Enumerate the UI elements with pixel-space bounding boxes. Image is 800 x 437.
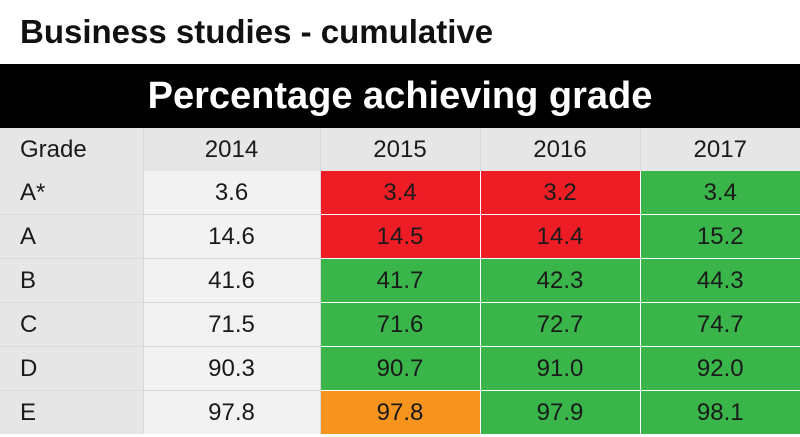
table-row: D 90.3 90.7 91.0 92.0 [0, 346, 800, 391]
grade-label: D [0, 346, 144, 391]
column-header-grade: Grade [0, 128, 144, 171]
grade-table: Grade 2014 2015 2016 2017 A* 3.6 3.4 3.2 3.4… [0, 128, 800, 434]
grade-label: C [0, 302, 144, 347]
grade-value-cell: 14.6 [143, 214, 321, 259]
table-row: A* 3.6 3.4 3.2 3.4 [0, 171, 800, 215]
grade-value-cell: 97.8 [320, 390, 481, 434]
grade-value-cell: 3.4 [320, 171, 481, 215]
column-header-year: 2014 [143, 128, 321, 171]
grade-value-cell: 97.8 [143, 390, 321, 434]
page-title: Business studies - cumulative [20, 13, 494, 50]
grade-label: E [0, 390, 144, 434]
table-row: A 14.6 14.5 14.4 15.2 [0, 214, 800, 259]
column-header-year: 2015 [320, 128, 481, 171]
grade-value-cell: 72.7 [480, 302, 641, 347]
grade-value-cell: 41.6 [143, 258, 321, 303]
table-row: E 97.8 97.8 97.9 98.1 [0, 390, 800, 434]
grade-label: A [0, 214, 144, 259]
grade-value-cell: 14.4 [480, 214, 641, 259]
grade-value-cell: 98.1 [640, 390, 800, 434]
grade-value-cell: 14.5 [320, 214, 481, 259]
grade-value-cell: 42.3 [480, 258, 641, 303]
grade-value-cell: 71.6 [320, 302, 481, 347]
grade-value-cell: 90.7 [320, 346, 481, 391]
grade-value-cell: 3.6 [143, 171, 321, 215]
grade-value-cell: 90.3 [143, 346, 321, 391]
grade-value-cell: 3.4 [640, 171, 800, 215]
grade-value-cell: 91.0 [480, 346, 641, 391]
table-banner: Percentage achieving grade [0, 64, 800, 128]
table-body: A* 3.6 3.4 3.2 3.4 A 14.6 14.5 14.4 15.2 B 41.6 41.7… [0, 171, 800, 434]
grade-label: B [0, 258, 144, 303]
column-header-year: 2017 [640, 128, 800, 171]
grade-value-cell: 41.7 [320, 258, 481, 303]
grade-value-cell: 92.0 [640, 346, 800, 391]
header-row: Grade 2014 2015 2016 2017 [0, 128, 800, 171]
column-header-year: 2016 [480, 128, 641, 171]
grade-value-cell: 97.9 [480, 390, 641, 434]
grade-value-cell: 74.7 [640, 302, 800, 347]
grade-value-cell: 15.2 [640, 214, 800, 259]
grade-label: A* [0, 171, 144, 215]
grade-value-cell: 71.5 [143, 302, 321, 347]
grade-value-cell: 44.3 [640, 258, 800, 303]
grade-value-cell: 3.2 [480, 171, 641, 215]
table-row: B 41.6 41.7 42.3 44.3 [0, 258, 800, 303]
table-row: C 71.5 71.6 72.7 74.7 [0, 302, 800, 347]
